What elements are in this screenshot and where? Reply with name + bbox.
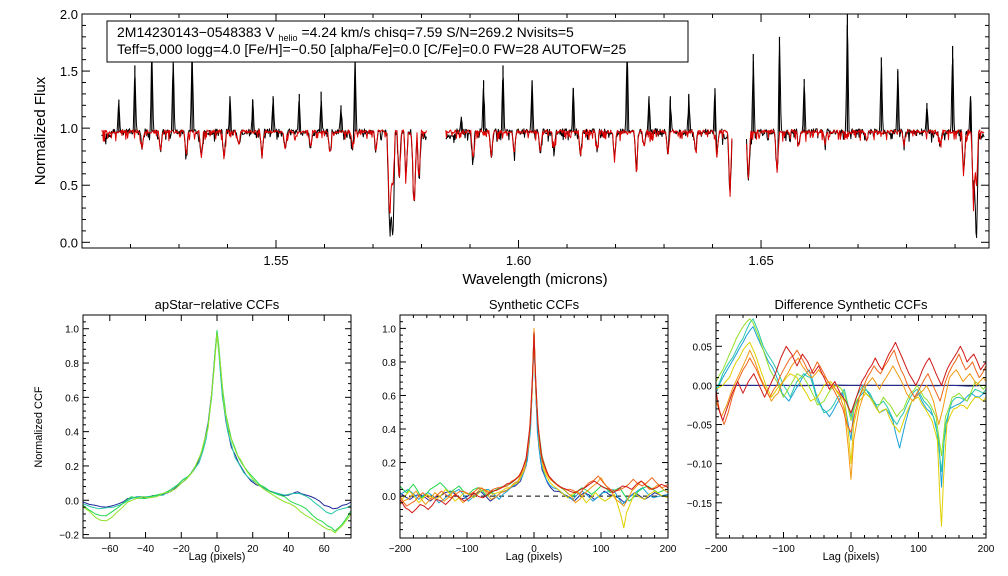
x-tick-label: 100 [910, 544, 927, 555]
spectrum-model-line [101, 129, 985, 214]
x-tick-label: −200 [705, 544, 728, 555]
x-tick-label: 20 [247, 544, 259, 555]
x-tick-label: −200 [389, 544, 412, 555]
y-tick-label: 1.0 [382, 324, 396, 335]
info-line-2: Teff=5,000 logg=4.0 [Fe/H]=−0.50 [alpha/… [117, 41, 626, 57]
spectrum-axis-ticks: 1.55 1.60 1.65 0.0 0.5 1.0 1.5 2.0 [60, 7, 989, 268]
ccf-relative-clip-group [83, 329, 351, 534]
y-tick-label: 0.8 [382, 358, 396, 369]
y-tick-label: −0.10 [687, 460, 713, 471]
ccf-difference-title: Difference Synthetic CCFs [775, 297, 928, 312]
ccf-difference-line-diff-6 [716, 349, 986, 480]
ccf-synthetic-series [400, 327, 668, 529]
y-tick-label: 1.0 [60, 121, 78, 136]
ccf-difference-line-diff-5 [716, 341, 986, 527]
ccf-synthetic-x-axis-label: Lag (pixels) [506, 551, 563, 563]
x-tick-label: −100 [772, 544, 795, 555]
y-tick-label: 0.8 [65, 359, 79, 370]
x-tick-label: 0 [531, 544, 537, 555]
y-tick-label: 0.0 [60, 235, 78, 250]
spectrum-plot-frame [81, 13, 990, 249]
ccf-difference-line-diff-1 [716, 384, 986, 387]
ccf-difference-clip-group [716, 318, 986, 527]
info-line-1-subscript: helio [279, 33, 298, 43]
x-tick-label: −40 [137, 544, 154, 555]
spectrum-y-axis-label: Normalized Flux [32, 76, 49, 185]
ccf-relative-y-axis-label: Normalized CCF [33, 386, 45, 468]
x-tick-label: −20 [173, 544, 190, 555]
ccf-difference-line-diff-8 [716, 341, 986, 422]
y-tick-label: 0.2 [382, 459, 396, 470]
ccf-synthetic-axis-ticks: −200 −100 0 100 200 0.0 0.2 0.4 0.6 0.8 1.0 [382, 315, 677, 555]
info-line-1: 2M14230143−0548383 V helio =4.24 km/s ch… [117, 24, 574, 44]
y-tick-label: 2.0 [60, 7, 78, 22]
y-tick-label: 0.5 [60, 178, 78, 193]
spectrum-panel: 1.55 1.60 1.65 0.0 0.5 1.0 1.5 2.0 Wavelength (… [32, 7, 990, 288]
y-tick-label: 0.0 [382, 492, 396, 503]
ccf-difference-x-axis-label: Lag (pixels) [823, 551, 880, 563]
ccf-relative-title: apStar−relative CCFs [155, 297, 280, 312]
ccf-synthetic-line-ccf-6 [400, 331, 668, 507]
ccf-relative-line-ccf-4 [83, 333, 351, 534]
info-line-1-suffix: =4.24 km/s chisq=7.59 S/N=269.2 Nvisits=… [301, 24, 574, 40]
y-tick-label: 0.05 [693, 342, 713, 353]
y-tick-label: −0.05 [687, 421, 713, 432]
x-tick-label: −60 [101, 544, 118, 555]
x-tick-label: 60 [319, 544, 331, 555]
ccf-synthetic-title: Synthetic CCFs [489, 297, 580, 312]
ccf-synthetic-line-ccf-7 [400, 332, 668, 514]
y-tick-label: 0.6 [382, 391, 396, 402]
x-tick-label: 0 [848, 544, 854, 555]
info-line-1-prefix: 2M14230143−0548383 V [117, 24, 275, 40]
ccf-relative-series [83, 329, 351, 534]
ccf-difference-series [716, 318, 986, 527]
y-tick-label: 0.6 [65, 393, 79, 404]
ccf-difference-axis-ticks: −200 −100 0 100 200 −0.15 −0.10 −0.05 0.00 0.05 [687, 314, 995, 555]
ccf-relative-axis-ticks: −60 −40 −20 0 20 40 60 −0.2 0.0 0.2 0.4 0.6 0.8 1.0 [59, 315, 351, 555]
ccf-relative-panel: apStar−relative CCFs −60 −40 −20 0 20 40 60 −0.… [33, 297, 352, 563]
x-tick-label: 100 [593, 544, 610, 555]
x-tick-label: 200 [660, 544, 677, 555]
ccf-synthetic-clip-group [400, 327, 668, 529]
y-tick-label: −0.15 [687, 499, 713, 510]
y-tick-label: 0.00 [693, 381, 713, 392]
ccf-difference-line-diff-7 [716, 349, 986, 433]
spectrum-info-box: 2M14230143−0548383 V helio =4.24 km/s ch… [106, 20, 689, 63]
ccf-synthetic-panel: Synthetic CCFs −200 −100 0 100 200 0.0 0.2 0.4 0… [382, 297, 677, 563]
x-tick-label: 1.55 [263, 253, 288, 268]
y-tick-label: 0.4 [65, 428, 79, 439]
ccf-difference-panel: Difference Synthetic CCFs −200 −100 0 100 20… [687, 297, 995, 563]
y-tick-label: 0.4 [382, 425, 396, 436]
x-tick-label: −100 [456, 544, 479, 555]
ccf-relative-x-axis-label: Lag (pixels) [189, 551, 246, 563]
x-tick-label: 1.65 [748, 253, 773, 268]
y-tick-label: 0.0 [65, 496, 79, 507]
y-tick-label: 1.0 [65, 325, 79, 336]
x-tick-label: 40 [283, 544, 295, 555]
x-tick-label: 200 [978, 544, 995, 555]
info-box-frame [106, 20, 689, 63]
x-tick-label: 1.60 [506, 253, 531, 268]
x-tick-label: 0 [214, 544, 220, 555]
spectrum-x-axis-label: Wavelength (microns) [462, 271, 607, 288]
y-tick-label: −0.2 [59, 531, 79, 542]
y-tick-label: 0.2 [65, 462, 79, 473]
y-tick-label: 1.5 [60, 64, 78, 79]
